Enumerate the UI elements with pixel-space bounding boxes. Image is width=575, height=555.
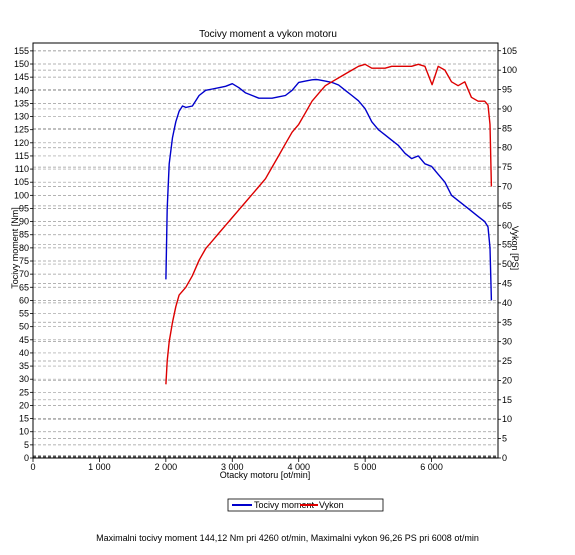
legend-label-power: Vykon <box>319 500 344 510</box>
y-right-tick-label-14: 70 <box>502 182 512 192</box>
x-axis: 0 1 000 2 000 3 000 4 000 5 000 6 000 <box>30 458 443 472</box>
y-left-tick-label-30: 150 <box>14 59 29 69</box>
y-right-tick-label-18: 90 <box>502 104 512 114</box>
y-right-tick-label-6: 30 <box>502 337 512 347</box>
y-left-tick-label-6: 30 <box>19 374 29 384</box>
y-left-tick-label-0: 0 <box>24 453 29 463</box>
y-left-tick-label-8: 40 <box>19 348 29 358</box>
y-left-tick-label-21: 105 <box>14 177 29 187</box>
y-axis-right-label: Vykon [PS] <box>510 226 520 270</box>
y-left-tick-label-17: 85 <box>19 230 29 240</box>
y-left-tick-label-14: 70 <box>19 269 29 279</box>
power-series-line <box>165 63 493 385</box>
y-right-tick-label-13: 65 <box>502 201 512 211</box>
y-right-tick-label-17: 85 <box>502 123 512 133</box>
y-left-tick-label-27: 135 <box>14 98 29 108</box>
x-tick-label-0: 0 <box>30 462 35 472</box>
y-right-tick-label-15: 75 <box>502 162 512 172</box>
y-left-tick-label-10: 50 <box>19 322 29 332</box>
chart-title: Tocivy moment a vykon motoru <box>199 29 337 40</box>
y-right-tick-label-12: 60 <box>502 220 512 230</box>
y-left-tick-label-19: 95 <box>19 203 29 213</box>
y-left-tick-label-15: 75 <box>19 256 29 266</box>
x-tick-label-6: 6 000 <box>420 462 443 472</box>
y-left-tick-label-3: 15 <box>19 414 29 424</box>
y-right-tick-label-21: 105 <box>502 46 517 56</box>
y-left-tick-label-5: 25 <box>19 387 29 397</box>
y-right-tick-label-3: 15 <box>502 395 512 405</box>
y-right-tick-label-8: 40 <box>502 298 512 308</box>
y-axis-left: 0 5 10 15 20 25 30 35 40 45 50 55 60 65 70 75 80 85 90 95 10… <box>14 46 33 463</box>
x-tick-label-5: 5 000 <box>354 462 377 472</box>
y-right-tick-label-16: 80 <box>502 143 512 153</box>
y-left-tick-label-31: 155 <box>14 46 29 56</box>
y-left-tick-label-26: 130 <box>14 112 29 122</box>
y-left-tick-label-23: 115 <box>15 151 29 161</box>
y-right-tick-label-7: 35 <box>502 317 512 327</box>
y-left-tick-label-12: 60 <box>19 295 29 305</box>
y-right-tick-label-2: 10 <box>502 414 512 424</box>
y-right-tick-label-0: 0 <box>502 453 507 463</box>
y-left-tick-label-4: 20 <box>19 400 29 410</box>
y-right-tick-label-19: 95 <box>502 85 512 95</box>
x-tick-label-2: 2 000 <box>155 462 178 472</box>
y-left-tick-label-22: 110 <box>15 164 29 174</box>
y-left-tick-label-29: 145 <box>14 72 29 82</box>
y-left-tick-label-24: 120 <box>14 138 29 148</box>
max-values-summary: Maximalni tocivy moment 144,12 Nm pri 42… <box>96 533 479 543</box>
y-left-tick-label-25: 125 <box>14 125 29 135</box>
y-left-tick-label-2: 10 <box>19 427 29 437</box>
y-left-tick-label-28: 140 <box>14 85 29 95</box>
x-axis-label: Otacky motoru [ot/min] <box>220 470 311 480</box>
y-left-tick-label-9: 45 <box>19 335 29 345</box>
x-tick-label-3: 3 000 <box>221 462 244 472</box>
y-right-tick-label-4: 20 <box>502 375 512 385</box>
y-right-tick-label-11: 55 <box>502 240 512 250</box>
x-tick-label-4: 4 000 <box>287 462 310 472</box>
y-left-tick-label-11: 55 <box>19 309 29 319</box>
grid <box>33 50 498 459</box>
y-right-tick-label-9: 45 <box>502 278 512 288</box>
y-left-tick-label-16: 80 <box>19 243 29 253</box>
y-axis-left-label: Tocivy moment [Nm] <box>10 207 20 289</box>
y-axis-right: 0 5 10 15 20 25 30 35 40 45 50 55 60 65 70 75 80 85 90 95 10… <box>498 46 517 463</box>
plot-frame <box>32 42 499 459</box>
y-right-tick-label-5: 25 <box>502 356 512 366</box>
y-left-tick-label-18: 90 <box>19 217 29 227</box>
y-right-tick-label-20: 100 <box>502 65 517 75</box>
legend: Tocivy moment Vykon <box>227 498 384 512</box>
torque-series-line <box>165 78 493 301</box>
series-layer <box>165 63 493 385</box>
x-tick-label-1: 1 000 <box>88 462 111 472</box>
y-left-tick-label-13: 65 <box>19 282 29 292</box>
y-right-tick-label-1: 5 <box>502 434 507 444</box>
y-right-tick-label-10: 50 <box>502 259 512 269</box>
y-left-tick-label-1: 5 <box>24 440 29 450</box>
legend-label-torque: Tocivy moment <box>254 500 315 510</box>
y-left-tick-label-20: 100 <box>14 190 29 200</box>
y-left-tick-label-7: 35 <box>19 361 29 371</box>
